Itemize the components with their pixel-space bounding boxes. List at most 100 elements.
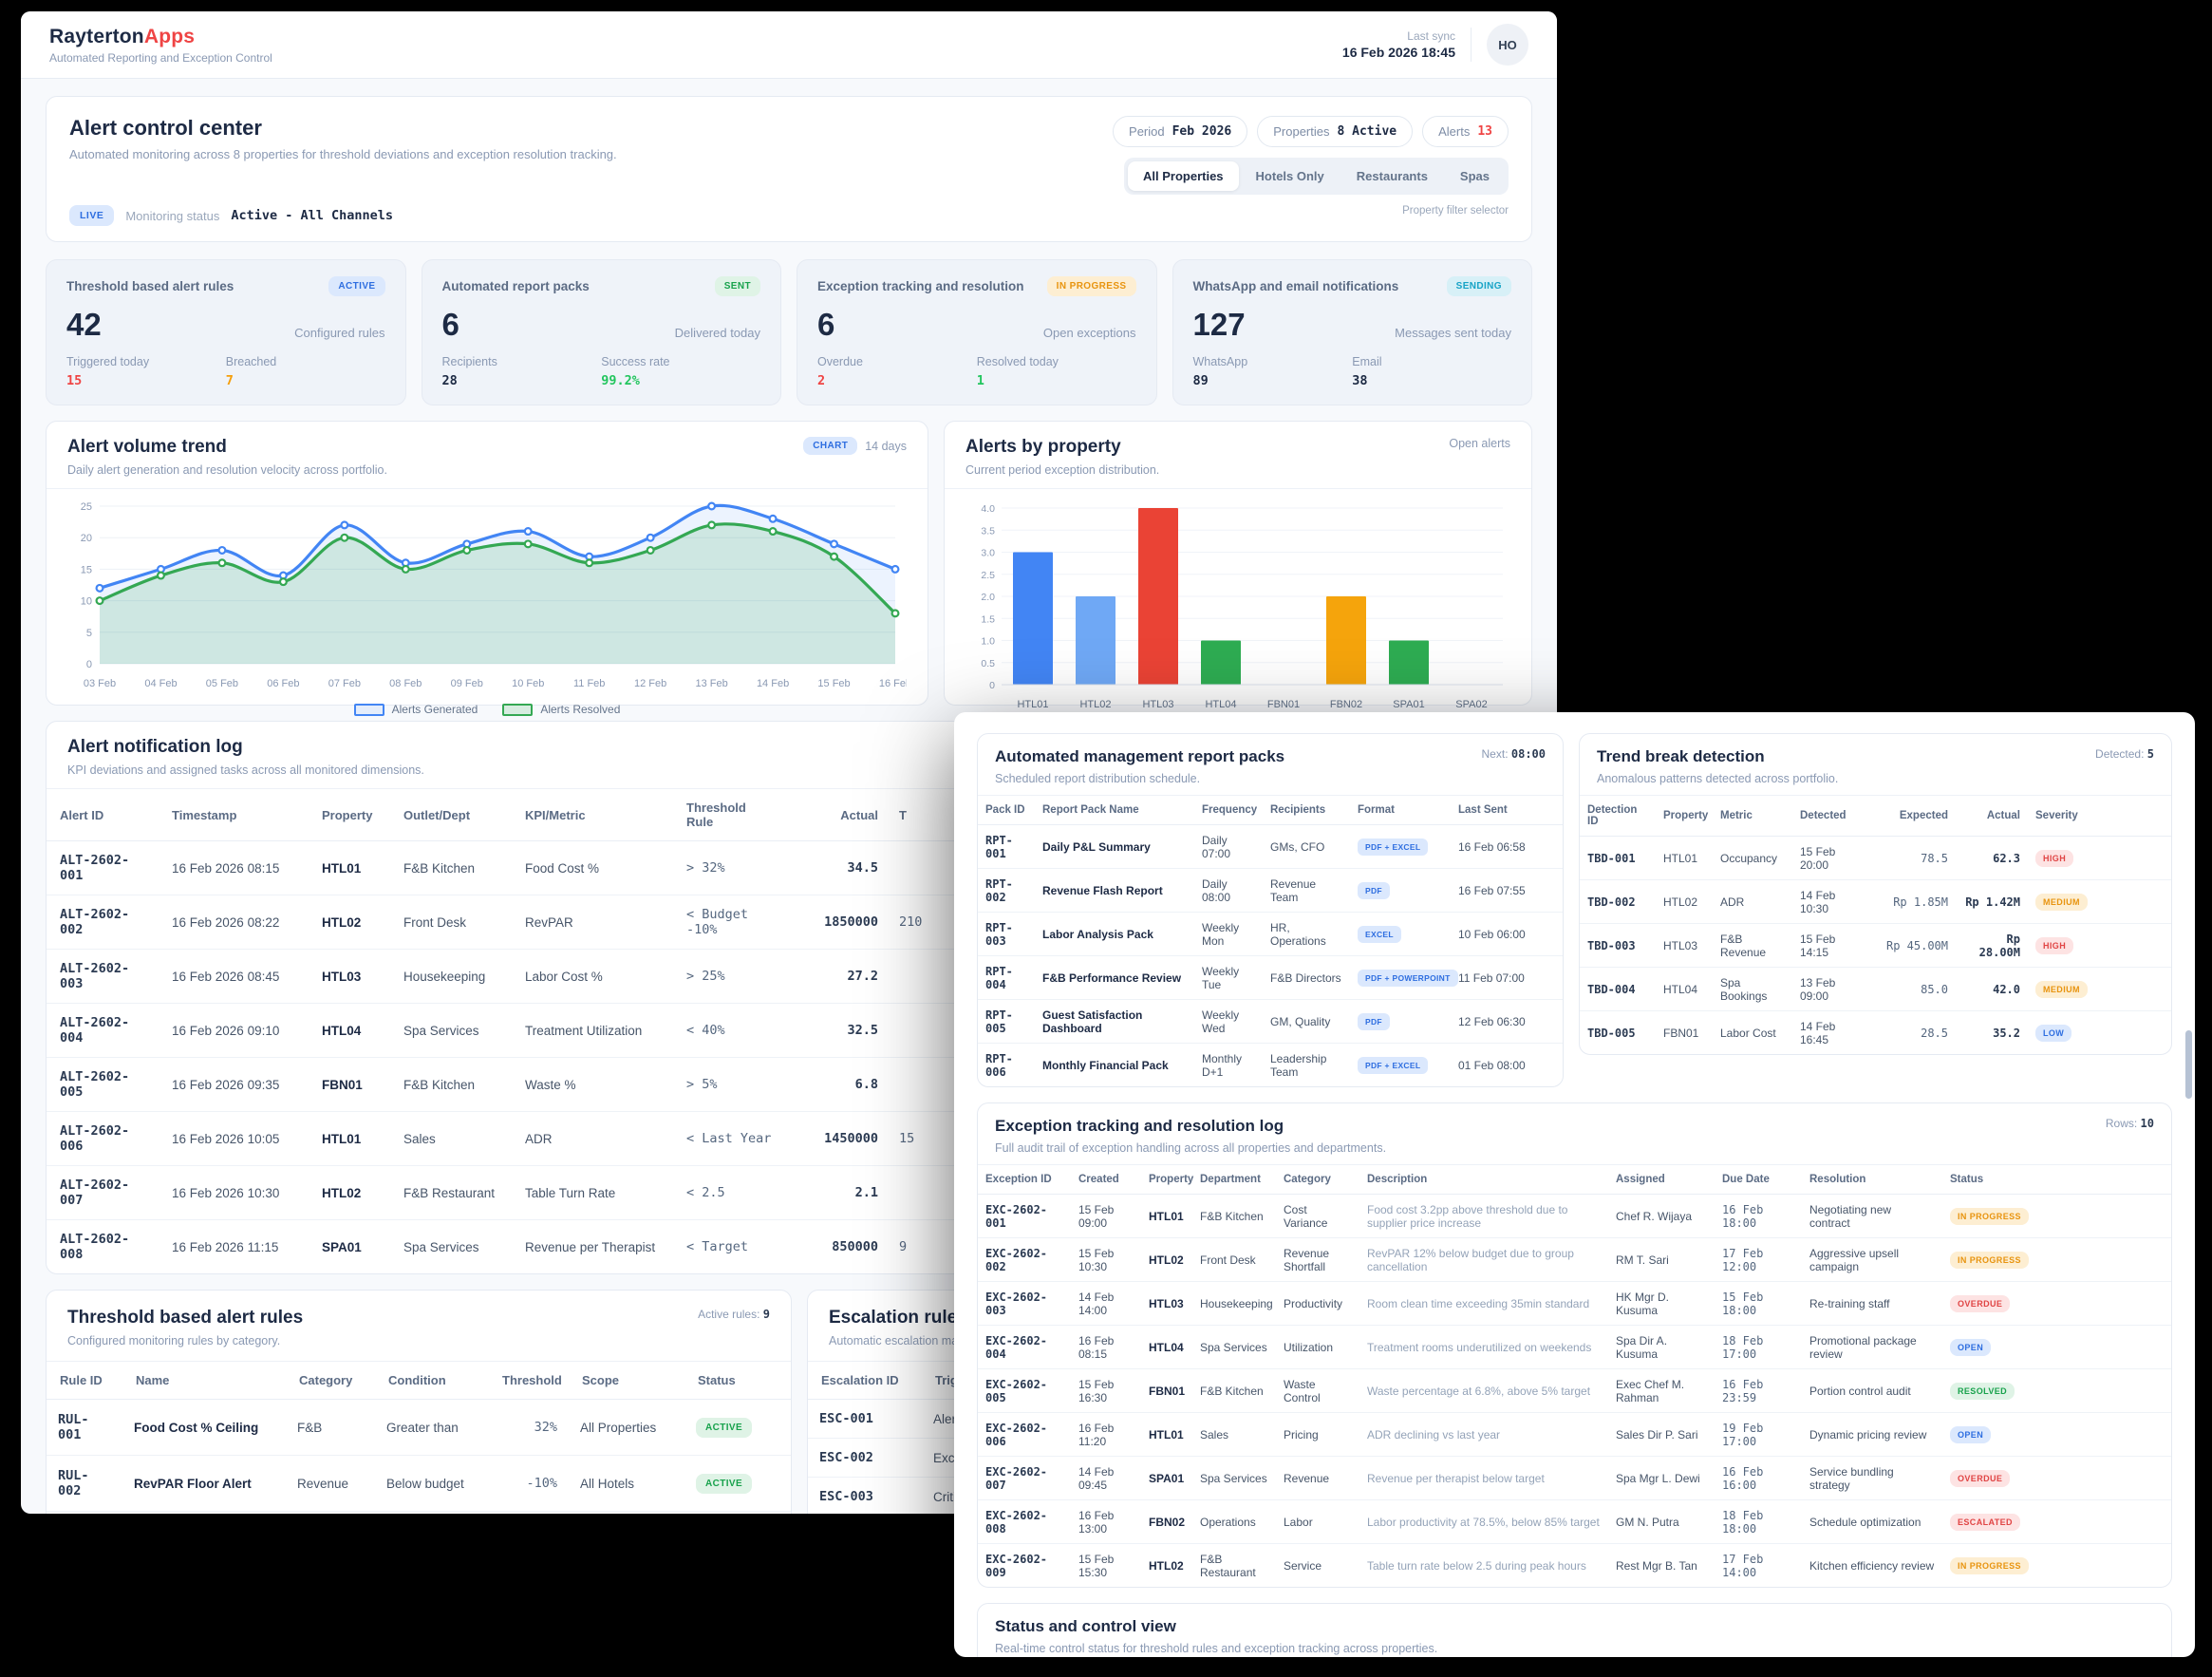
cell-text: F&B Restaurant — [403, 1185, 496, 1200]
cell-text: Revenue Flash Report — [1042, 883, 1163, 897]
cell-text: 15 Feb 16:30 — [1078, 1377, 1115, 1404]
table-cell: HTL02 — [1141, 1237, 1192, 1282]
property-filter-tabs: All Properties Hotels Only Restaurants Spas — [1124, 158, 1509, 195]
stat-value: 42 — [66, 307, 102, 342]
status-badge: HIGH — [2035, 849, 2074, 867]
column-header: Assigned — [1608, 1165, 1715, 1195]
table-cell: 14 Feb 10:30 — [1792, 879, 1872, 924]
svg-text:1.0: 1.0 — [981, 636, 995, 648]
column-header: Detected — [1792, 796, 1872, 837]
status-badge: OPEN — [1950, 1338, 1992, 1356]
table-cell: 28.5 — [1872, 1011, 1956, 1055]
cell-text: Kitchen efficiency review — [1809, 1558, 1935, 1573]
column-header: Department — [1192, 1165, 1276, 1195]
stat-value: 127 — [1192, 307, 1246, 342]
properties-pill[interactable]: Properties 8 Active — [1257, 116, 1414, 147]
tab-spas[interactable]: Spas — [1445, 161, 1505, 191]
table-cell: Rp 1.42M — [1956, 879, 2028, 924]
alert-log-title: Alert notification log — [67, 737, 243, 757]
table-cell: Front Desk — [390, 895, 512, 950]
cell-text: 210 — [899, 914, 923, 930]
exception-row: EXC-2602-007 14 Feb 09:45 SPA01 Spa Service… — [978, 1456, 2171, 1500]
pack-row: RPT-002 Revenue Flash Report Daily 08:00 Re… — [978, 868, 1563, 913]
cell-text: HTL02 — [1663, 895, 1698, 909]
cell-text: 62.3 — [1993, 851, 2020, 865]
svg-text:06 Feb: 06 Feb — [267, 678, 299, 689]
cell-text: EXC-2602-007 — [985, 1464, 1048, 1492]
cell-text: ADR — [525, 1131, 553, 1146]
svg-text:03 Feb: 03 Feb — [84, 678, 116, 689]
status-badge: SENT — [714, 276, 760, 296]
table-cell: FBN01 — [309, 1057, 390, 1112]
table-cell: Rp 45.00M — [1872, 923, 1956, 968]
cell-text: EXC-2602-005 — [985, 1377, 1048, 1404]
cell-text: Daily 07:00 — [1202, 833, 1231, 860]
table-cell: > 25% — [673, 949, 787, 1004]
table-cell: FBN02 — [1141, 1499, 1192, 1544]
table-cell: 1850000 — [787, 895, 891, 950]
status-badge: LOW — [2035, 1024, 2072, 1042]
cell-text: 16 Feb 2026 10:05 — [172, 1131, 280, 1146]
table-cell: F&B Kitchen — [390, 840, 512, 895]
cell-text: Rp 28.00M — [1978, 932, 2020, 959]
cell-text: > 5% — [686, 1077, 718, 1092]
trend-row: TBD-004 HTL04 Spa Bookings 13 Feb 09:00 85.0… — [1580, 967, 2171, 1011]
cell-text: 15 Feb 10:30 — [1078, 1246, 1115, 1273]
svg-text:HTL04: HTL04 — [1205, 699, 1236, 710]
cell-text: Room clean time exceeding 35min standard — [1367, 1296, 1590, 1310]
pill-label: Alerts — [1438, 124, 1471, 139]
status-badge: SENDING — [1446, 276, 1511, 296]
table-cell: 15 Feb 20:00 — [1792, 836, 1872, 880]
svg-text:SPA02: SPA02 — [1455, 699, 1487, 710]
status-badge: OVERDUE — [1950, 1294, 2011, 1312]
table-cell: HTL02 — [1141, 1544, 1192, 1588]
cell-text: Spa Services — [1200, 1340, 1267, 1354]
table-cell: Greater than — [375, 1511, 489, 1514]
table-cell: Housekeeping — [390, 949, 512, 1004]
cell-text: Front Desk — [1200, 1253, 1256, 1267]
table-cell: < Budget -10% — [673, 895, 787, 950]
cell-text: 32.5 — [847, 1023, 878, 1038]
scrollbar-thumb[interactable] — [2185, 1030, 2192, 1099]
table-cell: 85.0 — [1872, 967, 1956, 1011]
metric-label: Resolved today — [976, 355, 1059, 368]
table-cell: F&B Performance Review — [1035, 955, 1194, 1000]
pill-value: Feb 2026 — [1172, 124, 1232, 139]
alerts-pill[interactable]: Alerts 13 — [1422, 116, 1509, 147]
table-cell: Revenue Shortfall — [1276, 1237, 1359, 1282]
table-cell: F&B Directors — [1263, 955, 1350, 1000]
table-cell: Portion control audit — [1802, 1368, 1942, 1413]
user-avatar[interactable]: HO — [1487, 24, 1528, 66]
cell-text: ESC-001 — [819, 1411, 873, 1426]
table-cell: 16 Feb 11:20 — [1071, 1412, 1141, 1457]
exception-row: EXC-2602-009 15 Feb 15:30 HTL02 F&B Restaur… — [978, 1544, 2171, 1588]
cell-text: HR, Operations — [1270, 920, 1326, 948]
legend-swatch — [502, 703, 534, 716]
table-cell: 11 Feb 07:00 — [1451, 955, 1563, 1000]
stat-metrics: Triggered today 15 Breached 7 — [66, 355, 385, 388]
table-cell: ACTIVE — [684, 1511, 791, 1514]
column-header: Severity — [2028, 796, 2171, 837]
tab-restaurants[interactable]: Restaurants — [1341, 161, 1443, 191]
stat-card-automated-report-packs: Automated report packs SENT 6 Delivered tod… — [421, 259, 781, 405]
tab-all-properties[interactable]: All Properties — [1128, 161, 1239, 191]
tab-hotels-only[interactable]: Hotels Only — [1241, 161, 1340, 191]
cell-text: 16 Feb 08:15 — [1078, 1333, 1115, 1361]
trend-subtitle: Anomalous patterns detected across portf… — [1597, 772, 1839, 785]
period-pill[interactable]: Period Feb 2026 — [1113, 116, 1248, 147]
table-cell: EXC-2602-004 — [978, 1325, 1071, 1369]
cell-text: ALT-2602-004 — [60, 1015, 130, 1046]
cell-text: Waste % — [525, 1077, 576, 1092]
exception-row: EXC-2602-001 15 Feb 09:00 HTL01 F&B Kitchen… — [978, 1194, 2171, 1238]
table-cell: PDF — [1350, 868, 1451, 913]
column-header: Category — [286, 1362, 375, 1400]
column-header: Report Pack Name — [1035, 796, 1194, 825]
cell-text: HTL02 — [1149, 1253, 1184, 1267]
header-row: Pack ID Report Pack Name Frequency Recipien… — [978, 796, 1563, 825]
cell-text: Revenue — [297, 1476, 349, 1491]
cell-text: Productivity — [1284, 1296, 1343, 1310]
exception-subtitle: Full audit trail of exception handling a… — [995, 1141, 1387, 1155]
report-packs-card: Automated management report packs Schedu… — [977, 733, 1564, 1087]
cell-text: EXC-2602-001 — [985, 1202, 1048, 1230]
svg-text:2.5: 2.5 — [981, 570, 995, 581]
